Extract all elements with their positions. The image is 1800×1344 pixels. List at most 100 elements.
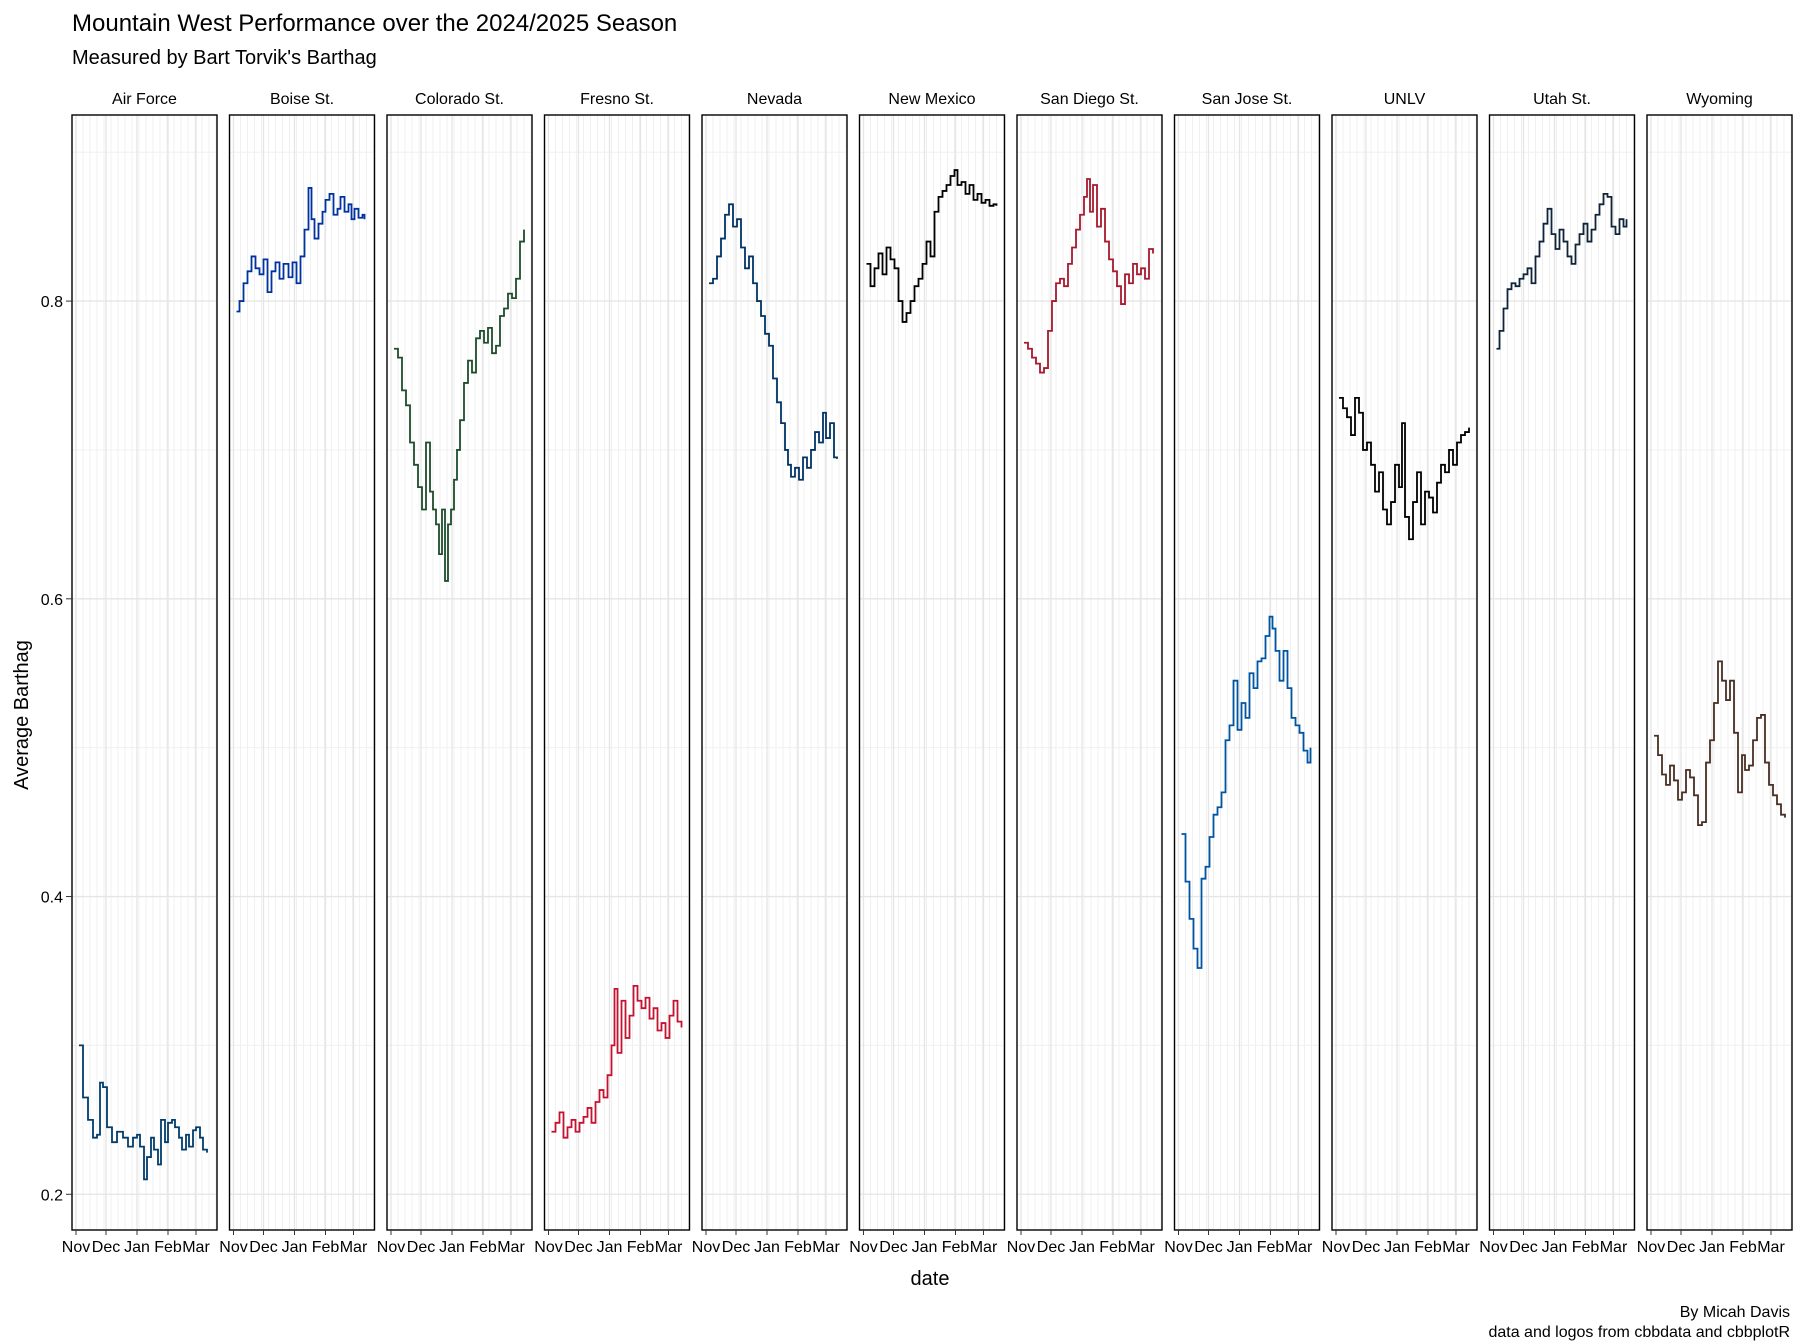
x-tick-label: Jan: [754, 1239, 780, 1256]
facet-panel-wyoming: Wyoming Nov Dec Jan Feb Mar: [1637, 91, 1793, 1256]
x-tick-label: Nov: [534, 1239, 562, 1256]
x-tick-label: Jan: [439, 1239, 465, 1256]
x-tick-label: Jan: [124, 1239, 150, 1256]
series-line-nevada: [709, 203, 838, 481]
x-tick-label: Nov: [1479, 1239, 1507, 1256]
panel-border: [1016, 114, 1163, 1231]
series-line-wyoming: [1654, 660, 1786, 826]
panel-border: [386, 114, 533, 1231]
x-tick-label: Jan: [1542, 1239, 1568, 1256]
x-tick-label: Dec: [407, 1239, 435, 1256]
x-tick-label: Dec: [1667, 1239, 1695, 1256]
facet-strip-label: Fresno St.: [580, 91, 654, 108]
x-tick-label: Dec: [564, 1239, 592, 1256]
x-tick-label: Dec: [1509, 1239, 1537, 1256]
series-line-utah-st-: [1496, 193, 1628, 350]
facet-strip-label: Utah St.: [1533, 91, 1591, 108]
x-tick-label: Jan: [282, 1239, 308, 1256]
panel-border: [701, 114, 848, 1231]
facet-panel-unlv: UNLV Nov Dec Jan Feb Mar: [1322, 91, 1478, 1256]
x-tick-label: Feb: [1099, 1239, 1127, 1256]
x-tick-label: Nov: [1322, 1239, 1350, 1256]
x-tick-label: Feb: [784, 1239, 812, 1256]
series-line-boise-st-: [236, 187, 366, 313]
x-tick-label: Mar: [1285, 1239, 1313, 1256]
x-tick-label: Feb: [1729, 1239, 1757, 1256]
caption-source: data and logos from cbbdata and cbbplotR: [1488, 1324, 1790, 1341]
facet-panel-san-diego-st-: San Diego St. Nov Dec Jan Feb Mar: [1007, 91, 1163, 1256]
chart-subtitle: Measured by Bart Torvik's Barthag: [72, 47, 377, 69]
x-tick-label: Nov: [849, 1239, 877, 1256]
x-tick-label: Dec: [1037, 1239, 1065, 1256]
x-tick-label: Mar: [1600, 1239, 1628, 1256]
x-tick-label: Jan: [1227, 1239, 1253, 1256]
x-tick-label: Jan: [1069, 1239, 1095, 1256]
x-tick-label: Nov: [62, 1239, 90, 1256]
y-tick-label: 0.8: [41, 294, 63, 311]
x-tick-label: Feb: [627, 1239, 655, 1256]
facet-panel-san-jose-st-: San Jose St. Nov Dec Jan Feb Mar: [1164, 91, 1321, 1256]
x-tick-label: Feb: [1257, 1239, 1285, 1256]
facet-panel-colorado-st-: Colorado St. Nov Dec Jan Feb Mar: [377, 91, 533, 1256]
x-tick-label: Jan: [597, 1239, 623, 1256]
y-tick-label: 0.4: [41, 890, 63, 907]
x-tick-label: Feb: [154, 1239, 182, 1256]
facet-strip-label: New Mexico: [888, 91, 975, 108]
facet-panel-fresno-st-: Fresno St. Nov Dec Jan Feb Mar: [534, 91, 691, 1256]
series-line-unlv: [1339, 396, 1470, 541]
x-tick-label: Nov: [377, 1239, 405, 1256]
chart-title: Mountain West Performance over the 2024/…: [72, 10, 677, 37]
panel-border: [1331, 114, 1478, 1231]
x-tick-label: Nov: [1637, 1239, 1665, 1256]
facet-panel-new-mexico: New Mexico Nov Dec Jan Feb Mar: [849, 91, 1006, 1256]
facet-strip-label: Colorado St.: [415, 91, 504, 108]
series-line-fresno-st-: [551, 984, 683, 1139]
panel-border: [228, 114, 376, 1231]
x-tick-label: Dec: [722, 1239, 750, 1256]
x-tick-label: Dec: [879, 1239, 907, 1256]
x-tick-label: Nov: [1007, 1239, 1035, 1256]
facet-panel-air-force: Air Force Nov Dec Jan Feb Mar: [62, 91, 218, 1256]
facet-strip-label: UNLV: [1384, 91, 1426, 108]
facet-strip-label: San Jose St.: [1202, 91, 1293, 108]
x-tick-label: Mar: [812, 1239, 840, 1256]
x-tick-label: Mar: [182, 1239, 210, 1256]
x-tick-label: Feb: [1572, 1239, 1600, 1256]
y-tick-label: 0.2: [41, 1187, 63, 1204]
x-tick-label: Mar: [340, 1239, 368, 1256]
x-tick-label: Mar: [497, 1239, 525, 1256]
x-tick-label: Jan: [912, 1239, 938, 1256]
x-tick-label: Nov: [1164, 1239, 1192, 1256]
x-tick-label: Dec: [1352, 1239, 1380, 1256]
series-line-new-mexico: [866, 169, 998, 323]
x-tick-label: Mar: [970, 1239, 998, 1256]
facet-strip-label: Air Force: [112, 91, 177, 108]
facet-strip-label: San Diego St.: [1040, 91, 1139, 108]
panel-border: [543, 114, 691, 1231]
facet-panel-nevada: Nevada Nov Dec Jan Feb Mar: [692, 91, 848, 1256]
x-tick-label: Dec: [1194, 1239, 1222, 1256]
x-tick-label: Feb: [469, 1239, 497, 1256]
x-tick-label: Mar: [1442, 1239, 1470, 1256]
caption-author: By Micah Davis: [1680, 1304, 1790, 1321]
facet-strip-label: Boise St.: [270, 91, 334, 108]
panel-border: [1488, 114, 1636, 1231]
series-line-colorado-st-: [394, 229, 525, 582]
panel-border: [858, 114, 1006, 1231]
x-tick-label: Nov: [219, 1239, 247, 1256]
x-tick-label: Mar: [655, 1239, 683, 1256]
facet-panel-boise-st-: Boise St. Nov Dec Jan Feb Mar: [219, 91, 376, 1256]
x-tick-label: Feb: [942, 1239, 970, 1256]
x-tick-label: Dec: [249, 1239, 277, 1256]
x-axis-label: date: [911, 1268, 950, 1290]
series-line-air-force: [79, 1044, 208, 1181]
x-tick-label: Nov: [692, 1239, 720, 1256]
panel-border: [1646, 114, 1793, 1231]
facet-panel-utah-st-: Utah St. Nov Dec Jan Feb Mar: [1479, 91, 1636, 1256]
x-tick-label: Jan: [1699, 1239, 1725, 1256]
x-tick-label: Mar: [1757, 1239, 1785, 1256]
y-axis: 0.2 0.4 0.6 0.8: [41, 294, 72, 1204]
